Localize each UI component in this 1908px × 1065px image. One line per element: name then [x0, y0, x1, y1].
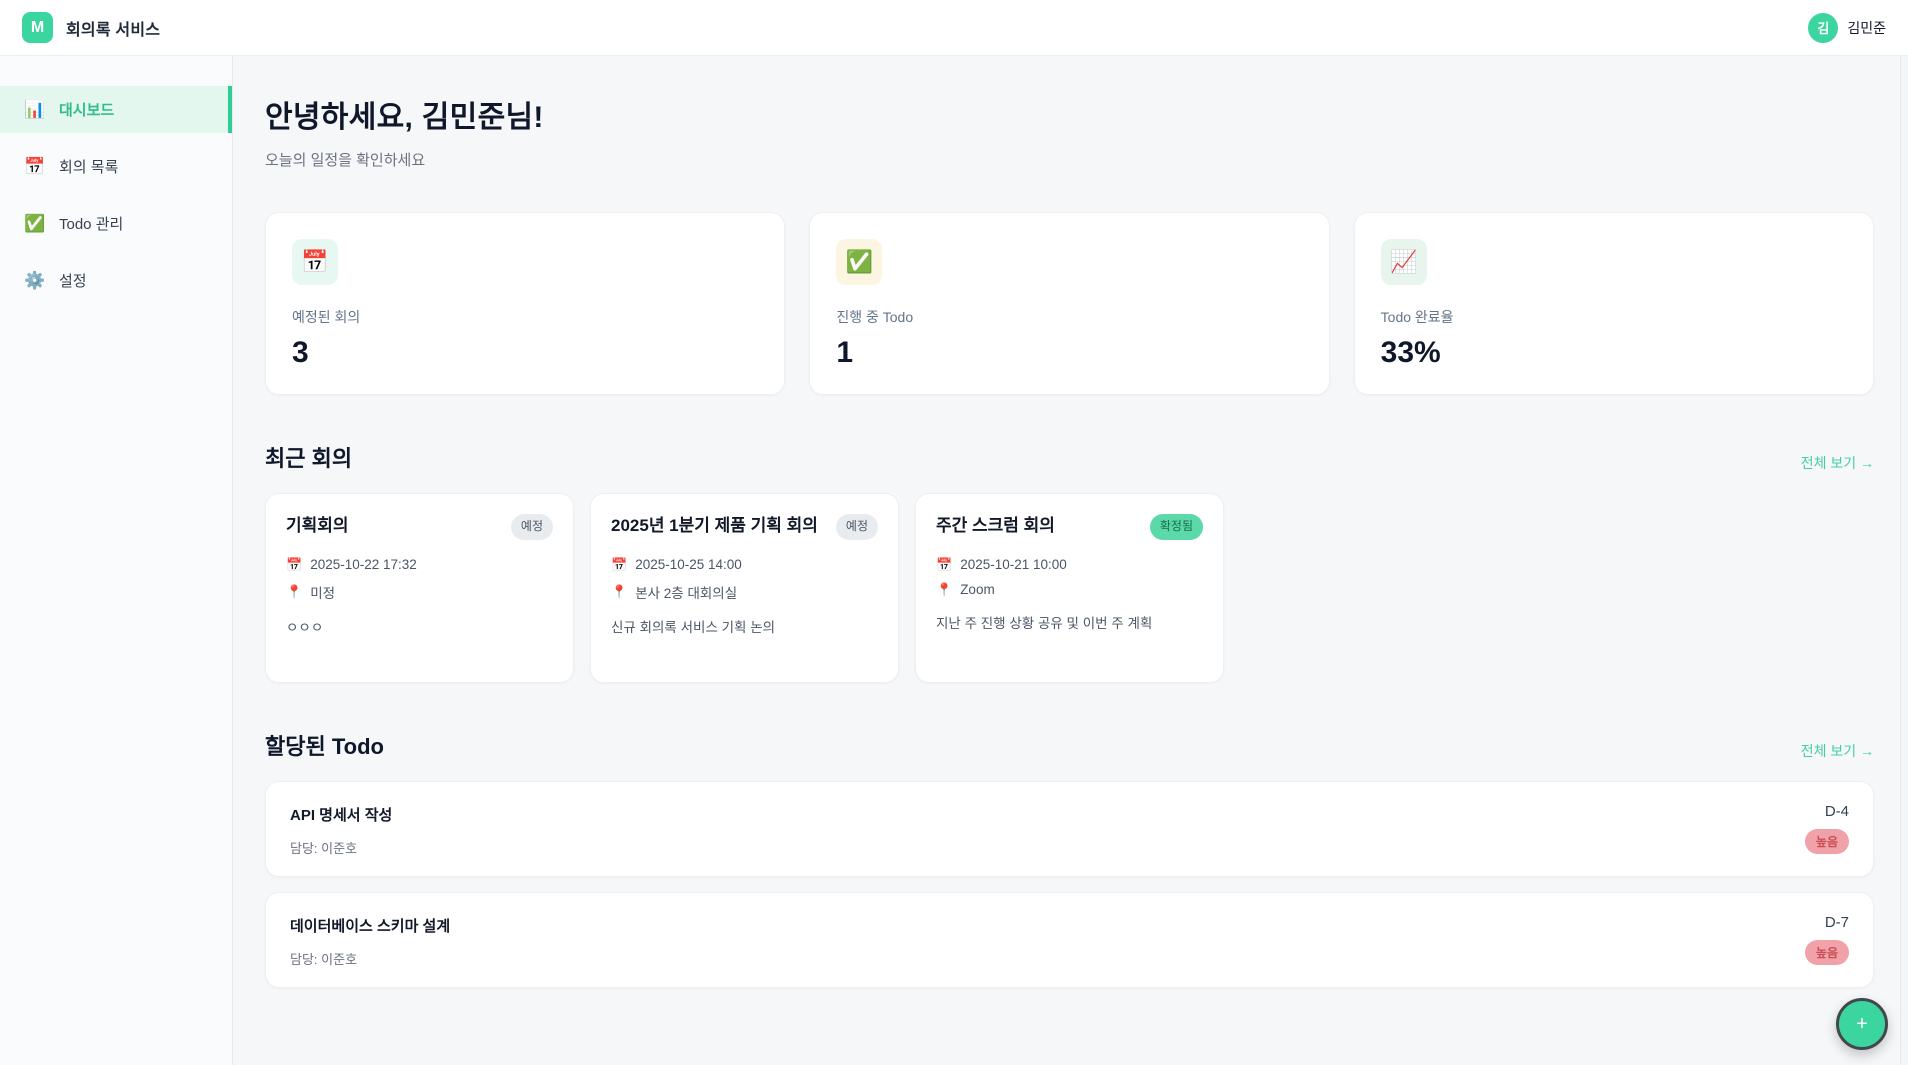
calendar-icon: 📅: [611, 556, 628, 572]
user-menu[interactable]: 김 김민준: [1808, 12, 1886, 43]
todo-item[interactable]: API 명세서 작성 담당: 이준호 D-4 높음: [265, 781, 1874, 877]
sidebar-item-label: 설정: [59, 273, 87, 290]
todo-title: 데이터베이스 스키마 설계: [290, 918, 451, 935]
todo-right: D-4 높음: [1804, 801, 1849, 854]
stat-card-todo-completion: 📈 Todo 완료율 33%: [1353, 212, 1874, 395]
calendar-icon: 📅: [286, 556, 303, 572]
sidebar-item-dashboard[interactable]: 📊 대시보드: [0, 86, 232, 133]
meeting-card[interactable]: 주간 스크럼 회의 확정됨 📅 2025-10-21 10:00 📍 Zoom …: [915, 493, 1224, 683]
app-header: M 회의록 서비스 김 김민준: [0, 0, 1908, 56]
sidebar-item-label: Todo 관리: [59, 216, 124, 233]
gear-icon: ⚙️: [24, 270, 46, 290]
priority-badge: 높음: [1804, 829, 1849, 854]
add-button[interactable]: +: [1836, 998, 1888, 1050]
stat-value: 33%: [1380, 336, 1441, 369]
priority-badge: 높음: [1804, 940, 1849, 965]
page-subtitle: 오늘의 일정을 확인하세요: [265, 152, 426, 169]
meeting-location: 미정: [310, 585, 336, 601]
todos-section-title: 할당된 Todo: [265, 734, 384, 759]
app-logo: M: [22, 12, 53, 43]
check-icon: ✅: [836, 239, 883, 285]
todo-item[interactable]: 데이터베이스 스키마 설계 담당: 이준호 D-7 높음: [265, 892, 1874, 988]
calendar-icon: 📅: [24, 156, 46, 176]
meeting-description: 신규 회의록 서비스 기획 논의: [611, 619, 776, 635]
app-title: 회의록 서비스: [66, 21, 161, 39]
pin-icon: 📍: [611, 583, 628, 599]
todos-list: API 명세서 작성 담당: 이준호 D-4 높음 데이터베이스 스키마 설계 …: [265, 781, 1874, 988]
meeting-card[interactable]: 기획회의 예정 📅 2025-10-22 17:32 📍 미정 ㅇㅇㅇ: [265, 493, 574, 683]
pin-icon: 📍: [936, 581, 953, 597]
check-icon: ✅: [24, 213, 46, 233]
meeting-location: 본사 2층 대회의실: [635, 585, 738, 601]
sidebar-item-todos[interactable]: ✅ Todo 관리: [0, 200, 232, 247]
stat-label: Todo 완료율: [1380, 309, 1454, 325]
status-badge: 예정: [510, 514, 553, 540]
todo-title: API 명세서 작성: [290, 807, 393, 824]
todo-right: D-7 높음: [1804, 912, 1849, 965]
main-content: 안녕하세요, 김민준님! 오늘의 일정을 확인하세요 📅 예정된 회의 3 ✅ …: [233, 56, 1900, 1065]
stat-card-upcoming-meetings: 📅 예정된 회의 3: [265, 212, 786, 395]
stat-label: 진행 중 Todo: [836, 309, 914, 325]
todo-left: 데이터베이스 스키마 설계 담당: 이준호: [290, 912, 450, 968]
page-title: 안녕하세요, 김민준님!: [265, 101, 544, 134]
todo-assignee: 담당: 이준호: [290, 841, 358, 856]
meeting-description: 지난 주 진행 상황 공유 및 이번 주 계획: [936, 615, 1153, 631]
stats-row: 📅 예정된 회의 3 ✅ 진행 중 Todo 1 📈 Todo 완료율 33%: [265, 212, 1874, 395]
user-name: 김민준: [1847, 19, 1886, 36]
status-badge: 확정됨: [1149, 514, 1203, 540]
brand: M 회의록 서비스: [22, 12, 160, 43]
meeting-card[interactable]: 2025년 1분기 제품 기획 회의 예정 📅 2025-10-25 14:00…: [590, 493, 899, 683]
todos-section-header: 할당된 Todo 전체 보기 →: [265, 729, 1874, 761]
meeting-datetime: 2025-10-25 14:00: [635, 557, 742, 573]
meeting-datetime: 2025-10-22 17:32: [310, 557, 417, 573]
todo-dday: D-7: [1824, 914, 1849, 931]
status-badge: 예정: [835, 514, 878, 540]
user-avatar[interactable]: 김: [1808, 12, 1839, 43]
meeting-title: 기획회의: [286, 516, 349, 535]
meetings-grid: 기획회의 예정 📅 2025-10-22 17:32 📍 미정 ㅇㅇㅇ 2025…: [265, 493, 1874, 683]
sidebar-item-label: 회의 목록: [59, 159, 119, 176]
meetings-section-title: 최근 회의: [265, 446, 353, 471]
todo-assignee: 담당: 이준호: [290, 952, 358, 967]
meeting-datetime: 2025-10-21 10:00: [960, 557, 1067, 573]
sidebar-item-label: 대시보드: [59, 102, 115, 119]
todos-view-all-link[interactable]: 전체 보기 →: [1800, 743, 1874, 759]
calendar-icon: 📅: [292, 239, 338, 285]
sidebar-item-settings[interactable]: ⚙️ 설정: [0, 257, 232, 304]
sidebar-item-meetings[interactable]: 📅 회의 목록: [0, 143, 232, 190]
calendar-icon: 📅: [936, 556, 953, 572]
meeting-description: ㅇㅇㅇ: [286, 619, 324, 635]
meetings-view-all-link[interactable]: 전체 보기 →: [1800, 455, 1874, 471]
todo-dday: D-4: [1824, 803, 1849, 820]
stat-value: 1: [836, 336, 854, 369]
meeting-title: 주간 스크럼 회의: [936, 516, 1055, 535]
scrollbar[interactable]: [1900, 56, 1908, 1065]
pin-icon: 📍: [286, 583, 303, 599]
stat-value: 3: [292, 336, 309, 369]
bar-chart-icon: 📊: [24, 99, 46, 119]
stat-label: 예정된 회의: [292, 309, 361, 325]
meeting-title: 2025년 1분기 제품 기획 회의: [611, 516, 818, 535]
stat-card-todos-in-progress: ✅ 진행 중 Todo 1: [809, 212, 1330, 395]
meeting-location: Zoom: [960, 582, 995, 598]
meetings-section-header: 최근 회의 전체 보기 →: [265, 441, 1874, 473]
todo-left: API 명세서 작성 담당: 이준호: [290, 801, 392, 857]
sidebar: 📊 대시보드 📅 회의 목록 ✅ Todo 관리 ⚙️ 설정: [0, 56, 233, 1065]
chart-increasing-icon: 📈: [1380, 239, 1427, 285]
